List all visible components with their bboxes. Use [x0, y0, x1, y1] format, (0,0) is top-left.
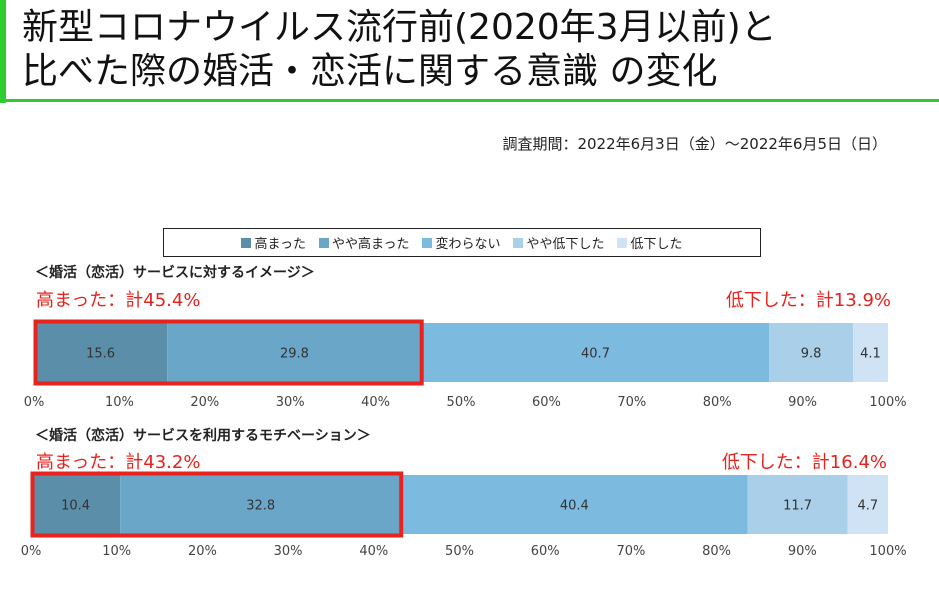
tick-label-1-1: 10%: [102, 544, 131, 559]
tick-label-0-5: 50%: [447, 395, 476, 410]
tick-label-1-9: 90%: [788, 544, 817, 559]
legend-item-4: 低下した: [617, 233, 683, 252]
legend-label-4: 低下した: [630, 237, 683, 252]
data-label-1-3: 11.7: [783, 499, 812, 514]
data-label-0-4: 4.1: [860, 347, 881, 362]
legend-item-0: 高まった: [241, 233, 306, 252]
legend-swatch-1: [318, 237, 329, 248]
increase-total-label-motivation: 高まった：計43.2%: [36, 452, 201, 473]
chart-legend: 高まった やや高まった 変わらない やや低下した 低下した: [163, 228, 761, 257]
tick-label-1-2: 20%: [188, 544, 217, 559]
bar-segment-0-4: [852, 323, 888, 382]
legend-label-0: 高まった: [254, 237, 306, 252]
tick-label-1-5: 50%: [445, 544, 474, 559]
bar-segment-0-2: [421, 323, 770, 382]
tick-label-1-10: 100%: [869, 544, 906, 559]
page-title: 新型コロナウイルス流行前(2020年3月以前)と 比べた際の婚活・恋活に関する意…: [22, 6, 777, 94]
highlight-box-1: [30, 471, 404, 538]
survey-period: 調査期間：2022年6月3日（金）～2022年6月5日（日）: [502, 135, 887, 153]
tick-label-0-8: 80%: [703, 395, 732, 410]
accent-line-bottom: [0, 99, 939, 102]
accent-bar-left: [0, 0, 6, 103]
data-label-1-1: 32.8: [246, 499, 275, 514]
decrease-total-label-motivation: 低下した：計16.4%: [721, 452, 887, 473]
tick-label-0-1: 10%: [105, 395, 134, 410]
bar-segment-1-1: [120, 475, 402, 534]
title-line-2: 比べた際の婚活・恋活に関する意識 の変化: [22, 51, 718, 92]
tick-label-0-4: 40%: [361, 395, 390, 410]
section-title-image: ＜婚活（恋活）サービスに対するイメージ＞: [35, 265, 315, 281]
bar-segment-1-3: [747, 475, 848, 534]
tick-label-0-0: 0%: [24, 395, 45, 410]
bar-segment-0-0: [34, 323, 168, 382]
highlight-box-0: [33, 319, 424, 386]
tick-label-0-9: 90%: [788, 395, 817, 410]
data-label-1-4: 4.7: [858, 499, 879, 514]
tick-label-0-10: 100%: [869, 395, 906, 410]
tick-label-1-7: 70%: [616, 544, 645, 559]
legend-label-1: やや高まった: [331, 237, 410, 252]
tick-label-0-2: 20%: [190, 395, 219, 410]
legend-swatch-3: [513, 237, 524, 248]
data-label-1-2: 40.4: [560, 499, 589, 514]
legend-item-1: やや高まった: [318, 233, 410, 252]
increase-total-label-image: 高まった：計45.4%: [36, 290, 201, 311]
legend-label-2: 変わらない: [435, 237, 501, 252]
tick-label-1-8: 80%: [702, 544, 731, 559]
bar-segment-1-4: [847, 475, 888, 534]
data-label-0-0: 15.6: [86, 347, 115, 362]
legend-label-3: やや低下した: [526, 237, 605, 252]
legend-swatch-2: [422, 237, 433, 248]
bar-segment-1-0: [31, 475, 121, 534]
data-label-0-2: 40.7: [581, 347, 610, 362]
legend-swatch-0: [241, 237, 252, 248]
section-title-motivation: ＜婚活（恋活）サービスを利用するモチベーション＞: [35, 428, 371, 444]
data-label-1-0: 10.4: [61, 499, 90, 514]
bar-segment-1-2: [401, 475, 748, 534]
tick-label-1-0: 0%: [21, 544, 42, 559]
bar-segment-0-1: [167, 323, 422, 382]
bar-segment-0-3: [769, 323, 853, 382]
legend-swatch-4: [617, 237, 628, 248]
legend-item-3: やや低下した: [513, 233, 604, 252]
tick-label-0-6: 60%: [532, 395, 561, 410]
tick-label-1-6: 60%: [531, 544, 560, 559]
legend-item-2: 変わらない: [422, 233, 500, 252]
tick-label-0-7: 70%: [617, 395, 646, 410]
decrease-total-label-image: 低下した：計13.9%: [725, 290, 891, 311]
data-label-0-1: 29.8: [280, 347, 309, 362]
tick-label-1-4: 40%: [359, 544, 388, 559]
tick-label-0-3: 30%: [276, 395, 305, 410]
tick-label-1-3: 30%: [274, 544, 303, 559]
title-line-1: 新型コロナウイルス流行前(2020年3月以前)と: [22, 7, 777, 48]
data-label-0-3: 9.8: [801, 347, 822, 362]
